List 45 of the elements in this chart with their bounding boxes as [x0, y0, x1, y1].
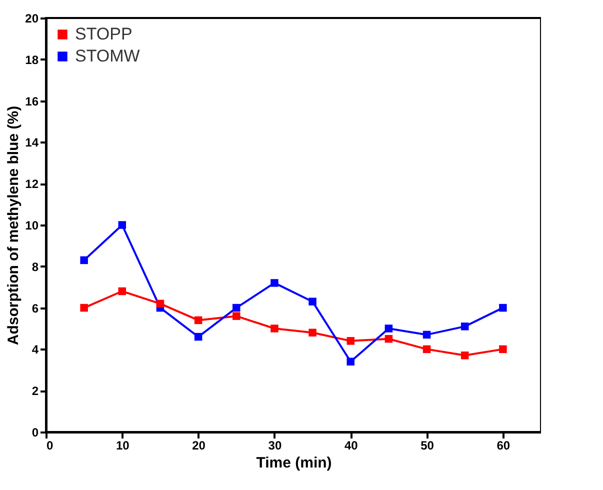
y-tick-label: 2 [32, 384, 39, 398]
x-tick-label: 30 [268, 438, 282, 452]
point [194, 316, 202, 324]
y-tick-label: 14 [25, 136, 39, 150]
point [118, 287, 126, 296]
y-tick-label: 4 [32, 342, 39, 357]
point [194, 332, 202, 341]
point [80, 256, 88, 264]
x-tick-label: 60 [496, 438, 510, 452]
y-axis-title: Adsorption of methylene blue (%) [5, 106, 22, 346]
x-tick-label: 40 [344, 438, 358, 452]
y-tick-label: 10 [25, 218, 39, 232]
y-tick-label: 16 [25, 94, 39, 108]
y-tick-label: 8 [32, 260, 39, 274]
point [499, 304, 507, 312]
point [308, 298, 316, 306]
point [346, 358, 354, 366]
y-tick-label: 18 [25, 52, 39, 67]
point [270, 279, 278, 287]
point [499, 345, 507, 354]
point [346, 337, 354, 345]
y-tick-label: 12 [25, 177, 39, 192]
x-tick-label: 20 [192, 438, 206, 452]
point [422, 330, 431, 339]
y-tick-label: 0 [32, 426, 39, 440]
legend-label: STOMW [75, 46, 140, 66]
x-tick-label: 50 [420, 438, 434, 452]
point [308, 328, 316, 337]
point [384, 334, 393, 343]
point [460, 322, 469, 330]
point [270, 324, 278, 332]
point [80, 304, 88, 312]
legend-label: STOPP [75, 24, 132, 44]
x-tick-label: 10 [116, 438, 130, 452]
point [384, 324, 393, 332]
y-tick-label: 20 [25, 12, 39, 26]
x-axis-title: Time (min) [256, 454, 332, 472]
point [422, 345, 431, 354]
point [460, 352, 469, 360]
point [232, 304, 240, 312]
y-tick-label: 6 [32, 301, 39, 316]
point [232, 312, 240, 320]
point [156, 300, 164, 308]
x-tick-label: 0 [46, 438, 54, 452]
point [118, 221, 126, 229]
